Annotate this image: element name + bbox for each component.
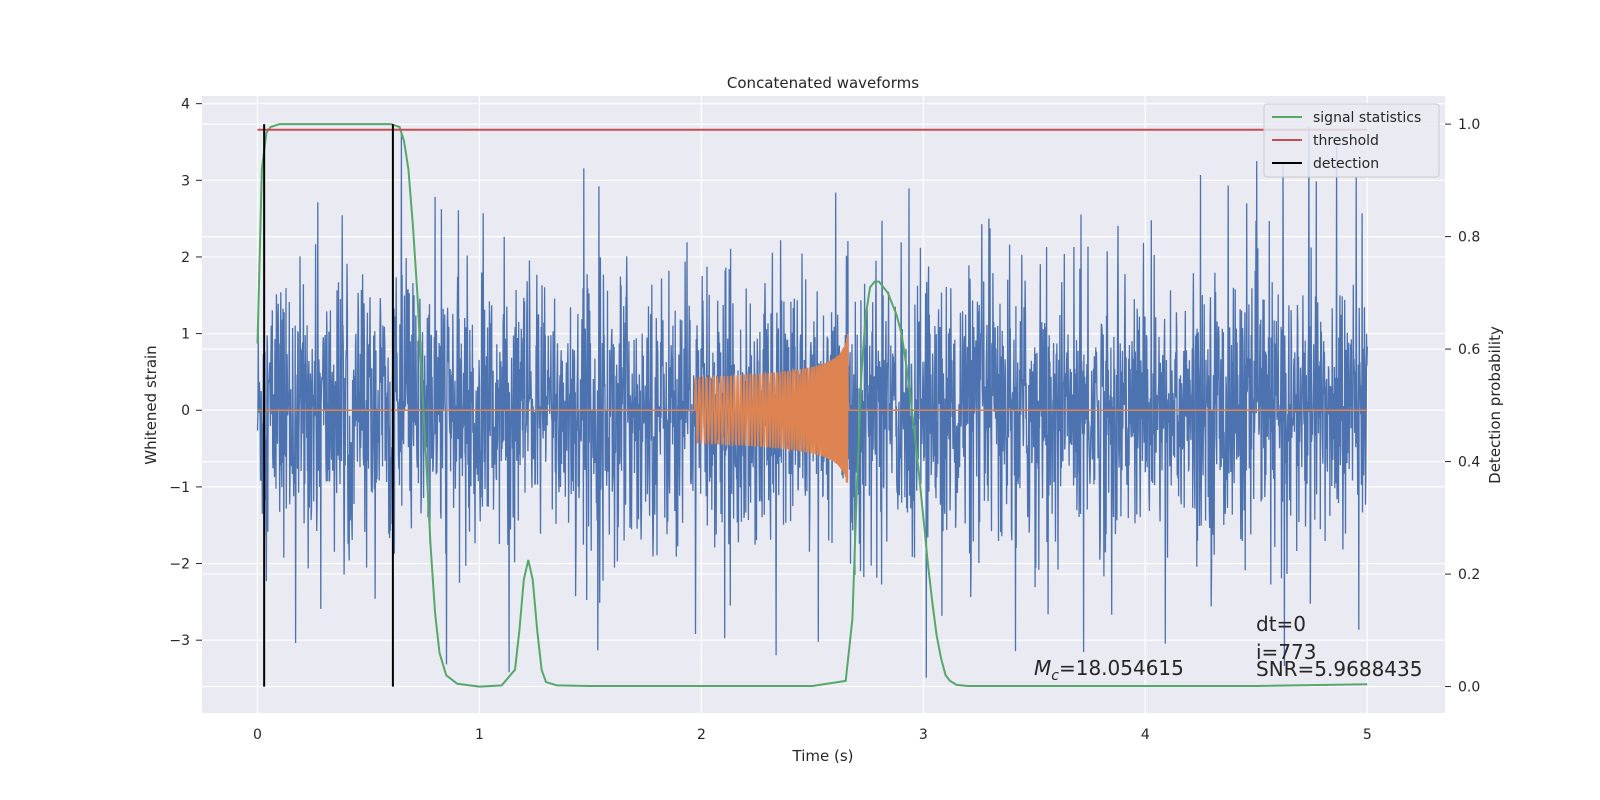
y-tick-label-0: −3	[169, 633, 190, 649]
annotation-mc-symbol: M	[1034, 656, 1051, 680]
x-tick-label-3: 3	[919, 727, 928, 743]
annotation-mc: Mc=18.054615	[1034, 656, 1184, 684]
legend-label-signal-statistics: signal statistics	[1313, 110, 1421, 126]
y2-tick-label-5: 1.0	[1458, 117, 1480, 133]
annotation-snr: SNR=5.9688435	[1256, 657, 1422, 681]
y-tick-label-4: 1	[181, 327, 190, 343]
y2-tick-label-1: 0.2	[1458, 567, 1480, 583]
y-tick-label-6: 3	[181, 173, 190, 189]
y2-tick-label-2: 0.4	[1458, 455, 1480, 471]
annotation-mc-subscript: c	[1051, 668, 1059, 684]
y2-tick-label-3: 0.6	[1458, 342, 1480, 358]
chart-title: Concatenated waveforms	[727, 74, 919, 92]
x-axis-label: Time (s)	[792, 747, 854, 765]
y2-tick-label-4: 0.8	[1458, 230, 1480, 246]
chirp-line	[257, 333, 1368, 483]
annotation-i: i=773	[1256, 640, 1317, 664]
x-tick-label-1: 1	[475, 727, 484, 743]
x-tick-label-2: 2	[697, 727, 706, 743]
x-tick-label-0: 0	[253, 727, 262, 743]
y-tick-label-7: 4	[181, 97, 190, 113]
legend-label-detection: detection	[1313, 156, 1379, 172]
axis-ticks: 0 1 2 3 4 5 −3 −2 −1 0 1 2 3 4 0.0 0.2 0.4 0.6 0.8 1.0	[169, 97, 1480, 743]
y2-tick-label-0: 0.0	[1458, 680, 1480, 696]
annotation-dt: dt=0	[1256, 612, 1306, 636]
y-tick-label-2: −1	[169, 480, 190, 496]
detection-series	[263, 124, 394, 687]
legend-label-threshold: threshold	[1313, 133, 1379, 149]
signal-statistics-line	[256, 123, 1368, 688]
y2-axis-label: Detection probability	[1486, 326, 1504, 484]
chirp-series	[257, 333, 1368, 483]
x-tick-label-4: 4	[1141, 727, 1150, 743]
y-axis-label: Whitened strain	[142, 345, 160, 464]
y-tick-label-1: −2	[169, 557, 190, 573]
y-tick-label-5: 2	[181, 250, 190, 266]
legend-box	[1263, 103, 1440, 178]
x-tick-label-5: 5	[1363, 727, 1372, 743]
y-tick-label-3: 0	[181, 403, 190, 419]
legend: signal statistics threshold detection	[1263, 103, 1440, 178]
annotation-mc-value: =18.054615	[1059, 656, 1184, 680]
signal-statistics-series	[256, 123, 1368, 688]
